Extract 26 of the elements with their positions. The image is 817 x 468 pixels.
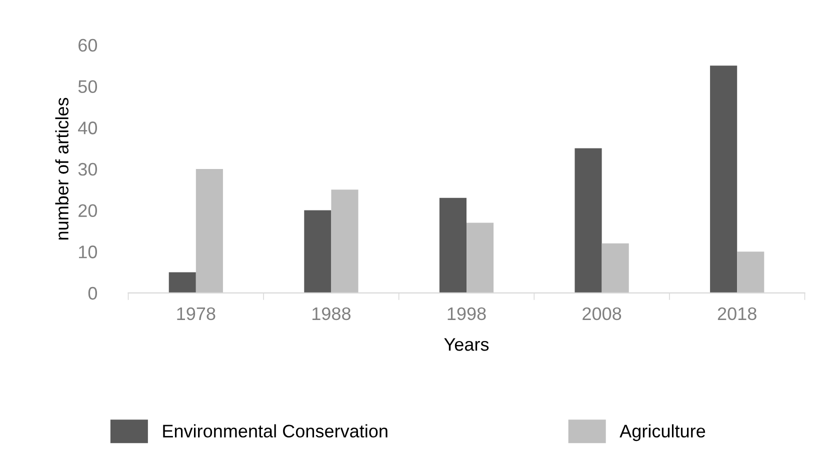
bar <box>737 252 764 293</box>
legend-label: Agriculture <box>620 424 706 442</box>
y-tick-label: 30 <box>78 162 98 176</box>
bar <box>710 66 738 293</box>
x-tick-label: 2008 <box>582 307 622 320</box>
y-tick-label: 10 <box>79 246 98 258</box>
bar <box>439 198 467 293</box>
x-tick-label: 1998 <box>448 307 486 320</box>
bar <box>574 148 602 293</box>
bar <box>331 190 358 293</box>
bar <box>602 243 629 293</box>
x-tick-label: 2018 <box>718 307 756 320</box>
y-tick-label: 40 <box>78 122 98 134</box>
y-axis-title: number of articles <box>55 98 69 240</box>
y-tick-label: 0 <box>88 286 98 300</box>
bar <box>304 210 332 293</box>
x-tick-label: 1988 <box>312 307 351 320</box>
y-tick-label: 20 <box>78 204 98 218</box>
bar <box>196 168 223 293</box>
legend-label: Environmental Conservation <box>163 424 388 438</box>
x-tick-label: 1978 <box>177 307 216 320</box>
bar <box>466 222 494 293</box>
y-tick-label: 60 <box>78 38 98 52</box>
bar <box>168 272 196 293</box>
x-axis-title: Years <box>444 338 489 351</box>
y-tick-label: 50 <box>78 80 98 93</box>
